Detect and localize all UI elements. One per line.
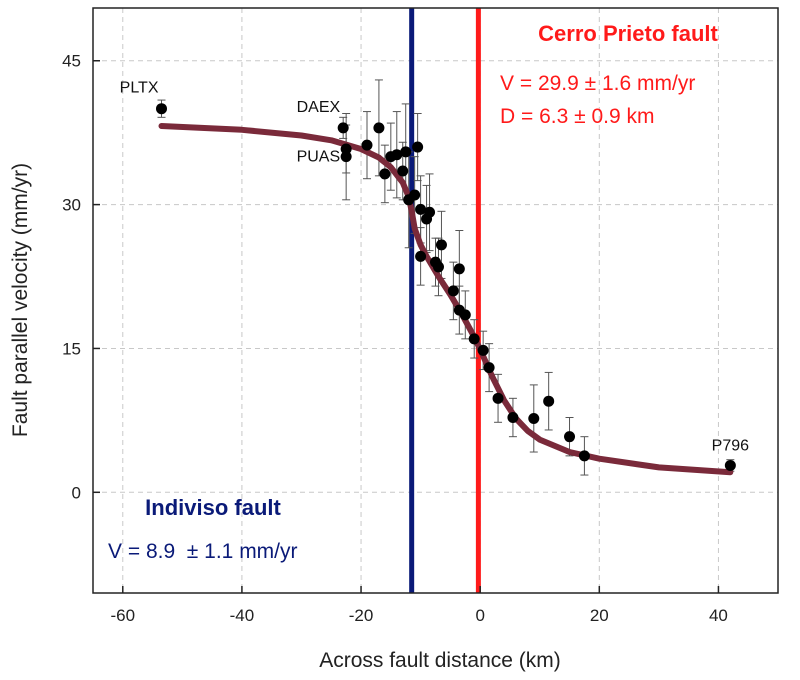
data-point [337, 122, 349, 134]
data-point [435, 239, 447, 251]
y-tick-label: 0 [72, 483, 81, 502]
data-point [412, 141, 424, 153]
data-point [424, 206, 436, 218]
data-point [492, 392, 504, 404]
data-point [340, 151, 352, 163]
x-tick-label: -40 [230, 606, 255, 625]
data-point [432, 261, 444, 273]
data-point [468, 333, 480, 345]
x-tick-label: -60 [110, 606, 135, 625]
data-point [528, 412, 540, 424]
model-curve-layer [158, 123, 734, 476]
point-labels: PLTX DAEX PUAS P796 [120, 80, 749, 455]
y-tick-label: 15 [62, 339, 81, 358]
data-point [724, 459, 736, 471]
data-point [459, 309, 471, 321]
data-point [340, 143, 352, 155]
station-label: DAEX [297, 99, 341, 116]
cerro-prieto-fault-title: Cerro Prieto fault [538, 21, 718, 46]
data-point [507, 412, 519, 423]
data-point [483, 362, 495, 374]
data-point [400, 146, 412, 158]
data-point [156, 103, 167, 115]
x-tick-label: 0 [475, 606, 484, 625]
cerro-prieto-velocity: V = 29.9 ± 1.6 mm/yr [500, 72, 695, 95]
station-label: PLTX [120, 80, 159, 97]
data-point [447, 285, 459, 297]
plot-frame [92, 7, 779, 594]
data-point [379, 168, 391, 180]
station-label: PUAS [297, 149, 341, 166]
data-point [391, 149, 403, 161]
y-axis-title: Fault parallel velocity (mm/yr) [9, 163, 32, 437]
data-point [397, 165, 409, 177]
data-point [361, 139, 373, 151]
data-points [156, 103, 736, 471]
data-point [415, 203, 427, 215]
data-point [453, 263, 465, 275]
y-tick-label: 30 [62, 196, 81, 215]
data-point [373, 122, 385, 134]
data-point [477, 344, 489, 356]
axis-ticks: -60 -40 -20 0 20 40 0 15 30 45 [62, 52, 728, 625]
fault-lines [409, 8, 481, 593]
data-point [564, 431, 576, 443]
x-tick-label: -20 [349, 606, 374, 625]
station-label: P796 [712, 437, 749, 454]
y-tick-label: 45 [62, 52, 81, 71]
data-point [578, 450, 590, 462]
data-point [543, 395, 555, 407]
x-axis-title: Across fault distance (km) [319, 649, 561, 672]
indiviso-velocity: V = 8.9 ± 1.1 mm/yr [108, 540, 298, 563]
data-point [409, 189, 421, 201]
cerro-prieto-locking-depth: D = 6.3 ± 0.9 km [500, 105, 655, 128]
model-curve [158, 123, 734, 476]
x-tick-label: 20 [590, 606, 609, 625]
indiviso-fault-title: Indiviso fault [145, 495, 281, 520]
x-tick-label: 40 [709, 606, 728, 625]
data-point [415, 250, 427, 262]
